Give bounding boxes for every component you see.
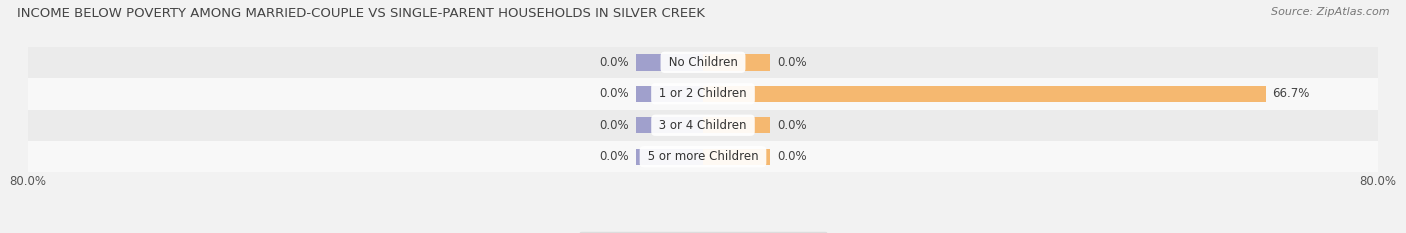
Text: 3 or 4 Children: 3 or 4 Children [655,119,751,132]
Legend: Married Couples, Single Parents: Married Couples, Single Parents [579,232,827,233]
Bar [636,86,703,102]
Bar [28,110,1378,141]
Bar [636,117,703,134]
Bar [703,117,770,134]
Text: No Children: No Children [665,56,741,69]
Text: 0.0%: 0.0% [778,150,807,163]
Bar [703,86,1265,102]
Text: Source: ZipAtlas.com: Source: ZipAtlas.com [1271,7,1389,17]
Text: 0.0%: 0.0% [599,56,628,69]
Bar [28,47,1378,78]
Text: 0.0%: 0.0% [778,119,807,132]
Bar [28,141,1378,172]
Text: 0.0%: 0.0% [778,56,807,69]
Bar [703,148,770,165]
Bar [703,54,770,71]
Text: 0.0%: 0.0% [599,119,628,132]
Bar [636,54,703,71]
Text: 66.7%: 66.7% [1272,87,1310,100]
Text: INCOME BELOW POVERTY AMONG MARRIED-COUPLE VS SINGLE-PARENT HOUSEHOLDS IN SILVER : INCOME BELOW POVERTY AMONG MARRIED-COUPL… [17,7,704,20]
Text: 5 or more Children: 5 or more Children [644,150,762,163]
Text: 0.0%: 0.0% [599,87,628,100]
Text: 1 or 2 Children: 1 or 2 Children [655,87,751,100]
Bar [636,148,703,165]
Bar [28,78,1378,110]
Text: 0.0%: 0.0% [599,150,628,163]
